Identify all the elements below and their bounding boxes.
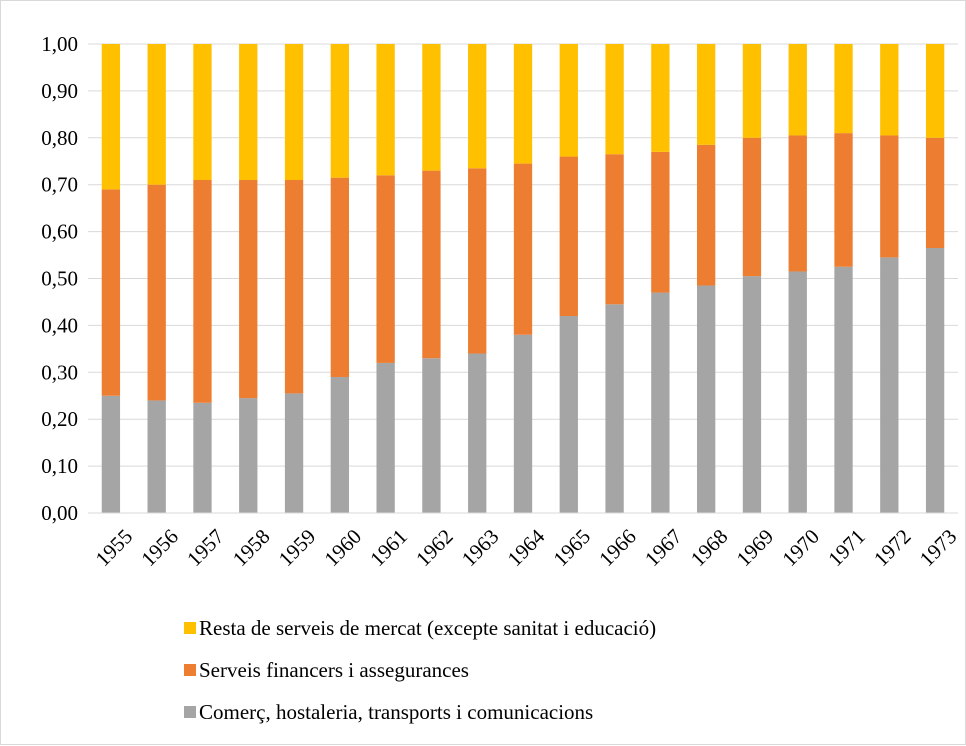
bar-segment-1956-s0 [148, 400, 166, 513]
bar-segment-1955-s0 [102, 396, 120, 513]
bar-segment-1970-s1 [789, 135, 807, 271]
bar-segment-1959-s2 [285, 44, 303, 180]
bar-segment-1964-s0 [514, 335, 532, 513]
bar-segment-1958-s0 [239, 398, 257, 513]
bar-segment-1966-s0 [605, 304, 623, 513]
bar-segment-1968-s1 [697, 145, 715, 286]
y-tick-label: 0,80 [41, 126, 78, 150]
bar-segment-1969-s2 [743, 44, 761, 138]
x-tick-label: 1969 [732, 524, 779, 571]
bar-segment-1966-s1 [605, 154, 623, 304]
legend-label: Serveis financers i assegurances [199, 658, 469, 682]
y-tick-label: 0,50 [41, 267, 78, 291]
y-tick-label: 0,30 [41, 360, 78, 384]
bar-segment-1958-s2 [239, 44, 257, 180]
bar-segment-1963-s0 [468, 354, 486, 513]
bar-segment-1963-s2 [468, 44, 486, 168]
bar-segment-1968-s2 [697, 44, 715, 145]
bar-segment-1963-s1 [468, 168, 486, 353]
x-tick-label: 1962 [411, 524, 458, 571]
y-tick-label: 0,40 [41, 313, 78, 337]
bar-segment-1958-s1 [239, 180, 257, 398]
bar-segment-1973-s1 [926, 138, 944, 248]
bar-segment-1972-s1 [880, 135, 898, 257]
bar-segment-1956-s1 [148, 185, 166, 401]
bar-segment-1959-s1 [285, 180, 303, 393]
bar-segment-1969-s0 [743, 276, 761, 513]
y-tick-label: 0,00 [41, 501, 78, 525]
bar-segment-1964-s1 [514, 164, 532, 335]
x-tick-label: 1970 [777, 524, 824, 571]
bar-segment-1960-s2 [331, 44, 349, 178]
bar-segment-1967-s2 [651, 44, 669, 152]
bar-segment-1971-s1 [834, 133, 852, 267]
x-tick-label: 1955 [91, 524, 138, 571]
x-axis-tick-labels: 1955 1956 1957 1958 1959 1960 1961 1962 1963 1964… [91, 524, 962, 571]
x-tick-label: 1964 [503, 524, 550, 571]
bar-segment-1957-s0 [193, 403, 211, 513]
bar-segment-1962-s1 [422, 171, 440, 359]
bar-segment-1959-s0 [285, 393, 303, 513]
bar-segment-1961-s0 [376, 363, 394, 513]
x-tick-label: 1966 [594, 524, 641, 571]
legend-swatch [184, 622, 196, 634]
y-axis-tick-labels: 0,00 0,10 0,20 0,30 0,40 0,50 0,60 0,70 0,80 0,90… [41, 32, 78, 525]
x-tick-label: 1958 [228, 524, 275, 571]
bar-segment-1972-s2 [880, 44, 898, 135]
bar-segment-1968-s0 [697, 286, 715, 513]
x-tick-label: 1967 [640, 524, 687, 571]
bar-segment-1965-s1 [560, 157, 578, 316]
bar-segment-1956-s2 [148, 44, 166, 185]
y-tick-label: 0,70 [41, 173, 78, 197]
x-tick-label: 1972 [869, 524, 916, 571]
bar-segment-1957-s2 [193, 44, 211, 180]
x-tick-label: 1960 [319, 524, 366, 571]
bar-segment-1969-s1 [743, 138, 761, 276]
bar-segment-1957-s1 [193, 180, 211, 403]
legend: Resta de serveis de mercat (excepte sani… [184, 616, 656, 724]
bar-segment-1955-s1 [102, 189, 120, 395]
bar-segment-1967-s0 [651, 293, 669, 513]
x-tick-label: 1963 [457, 524, 504, 571]
bar-segment-1965-s2 [560, 44, 578, 157]
y-tick-label: 0,90 [41, 79, 78, 103]
y-tick-label: 0,20 [41, 407, 78, 431]
bar-segment-1961-s1 [376, 175, 394, 363]
bar-segment-1960-s1 [331, 178, 349, 377]
y-tick-label: 0,60 [41, 220, 78, 244]
bar-segment-1961-s2 [376, 44, 394, 175]
bar-segment-1973-s2 [926, 44, 944, 138]
y-tick-label: 0,10 [41, 454, 78, 478]
bar-segment-1967-s1 [651, 152, 669, 293]
bar-segment-1955-s2 [102, 44, 120, 189]
x-tick-label: 1957 [182, 524, 229, 571]
x-tick-label: 1961 [365, 524, 412, 571]
bar-segment-1962-s0 [422, 358, 440, 513]
bar-segment-1973-s0 [926, 248, 944, 513]
bar-segment-1971-s0 [834, 267, 852, 513]
bar-segment-1970-s2 [789, 44, 807, 135]
x-tick-label: 1971 [823, 524, 870, 571]
bar-segment-1971-s2 [834, 44, 852, 133]
x-tick-label: 1973 [915, 524, 962, 571]
bar-segment-1970-s0 [789, 271, 807, 513]
x-tick-label: 1959 [274, 524, 321, 571]
legend-swatch [184, 664, 196, 676]
x-tick-label: 1956 [136, 524, 183, 571]
x-tick-label: 1968 [686, 524, 733, 571]
legend-label: Comerç, hostaleria, transports i comunic… [199, 700, 593, 724]
legend-swatch [184, 706, 196, 718]
legend-label: Resta de serveis de mercat (excepte sani… [199, 616, 656, 640]
bar-segment-1965-s0 [560, 316, 578, 513]
x-tick-label: 1965 [548, 524, 595, 571]
bar-segment-1972-s0 [880, 257, 898, 513]
bar-segment-1966-s2 [605, 44, 623, 154]
bar-segment-1960-s0 [331, 377, 349, 513]
y-tick-label: 1,00 [41, 32, 78, 56]
bar-segment-1964-s2 [514, 44, 532, 164]
bar-segment-1962-s2 [422, 44, 440, 171]
